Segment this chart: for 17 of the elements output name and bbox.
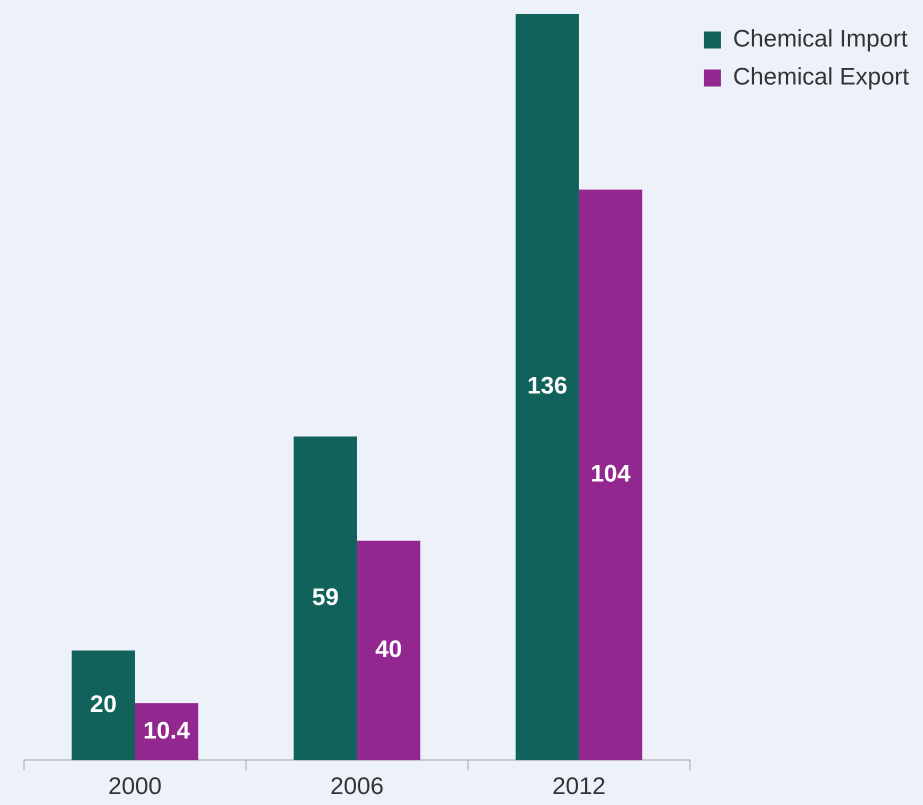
data-label: 10.4 xyxy=(143,717,191,744)
data-label: 136 xyxy=(527,372,568,400)
x-tick-label: 2012 xyxy=(552,773,606,800)
data-label: 40 xyxy=(375,636,402,664)
bar xyxy=(516,14,579,760)
data-label: 20 xyxy=(90,690,117,718)
bar xyxy=(294,436,357,760)
bar xyxy=(578,190,642,760)
bar xyxy=(134,703,198,760)
bar xyxy=(72,650,135,760)
data-label: 59 xyxy=(312,584,339,611)
data-label: 104 xyxy=(590,460,632,488)
legend-label: Chemical Import xyxy=(732,26,908,53)
x-tick-label: 2000 xyxy=(108,773,162,800)
legend-label: Chemical Export xyxy=(732,64,910,91)
bar xyxy=(356,540,420,760)
x-tick-label: 2006 xyxy=(330,773,384,800)
